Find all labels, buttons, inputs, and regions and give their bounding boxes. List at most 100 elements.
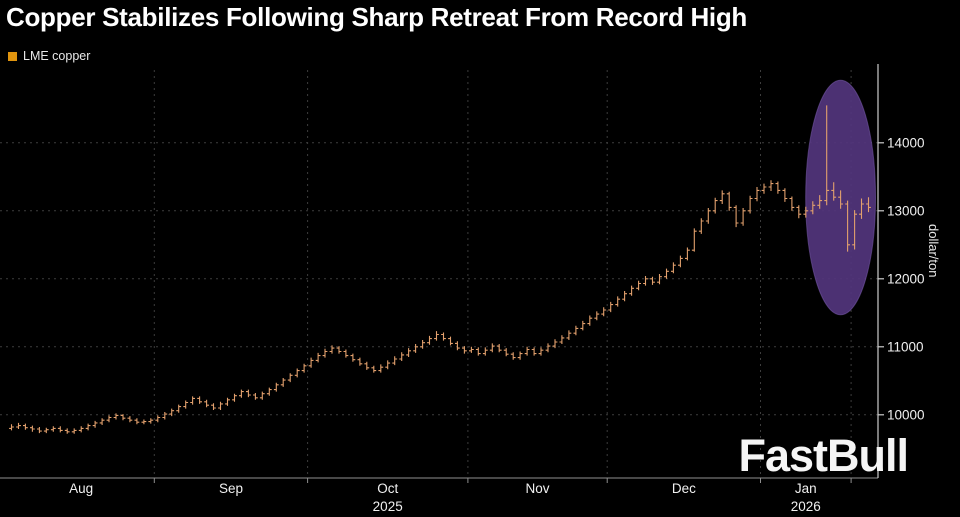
ohlc-bar — [85, 423, 91, 431]
ohlc-bar — [754, 187, 760, 202]
ohlc-bar — [594, 311, 600, 321]
ohlc-bar — [545, 343, 551, 353]
ohlc-bar — [831, 182, 837, 201]
ohlc-bar — [134, 418, 140, 425]
ohlc-bar — [455, 341, 460, 351]
ohlc-bar — [190, 396, 195, 405]
ohlc-bar — [120, 414, 126, 421]
ohlc-bar — [23, 423, 28, 430]
ohlc-bar — [608, 301, 614, 313]
ohlc-bar — [566, 330, 572, 340]
ohlc-bar — [580, 320, 586, 331]
ohlc-bar — [538, 347, 544, 356]
ohlc-bar — [357, 357, 363, 366]
ohlc-bar — [636, 280, 641, 291]
ohlc-bar — [71, 428, 77, 434]
ohlc-bar — [406, 348, 411, 357]
ohlc-bar — [162, 412, 168, 420]
y-tick-label: 13000 — [887, 203, 925, 218]
x-tick-label: Jan — [795, 481, 817, 496]
ohlc-bar — [503, 348, 509, 357]
ohlc-bar — [482, 347, 488, 356]
ohlc-bar — [50, 426, 56, 432]
ohlc-bar — [273, 382, 279, 392]
ohlc-bar — [726, 191, 732, 211]
ohlc-bar — [747, 195, 753, 214]
ohlc-bar — [838, 190, 843, 209]
ohlc-bar — [329, 345, 335, 354]
ohlc-bar — [294, 368, 300, 378]
ohlc-bar — [852, 210, 857, 250]
ohlc-bar — [733, 205, 739, 228]
ohlc-bar — [9, 424, 14, 431]
legend-label: LME copper — [23, 49, 91, 63]
ohlc-bar — [643, 276, 648, 286]
ohlc-bar — [705, 208, 711, 224]
ohlc-bar — [225, 397, 230, 406]
ohlc-bar — [113, 413, 119, 420]
fastbull-watermark: FastBull — [738, 430, 909, 481]
ohlc-bar — [803, 206, 809, 218]
ohlc-bar — [768, 180, 774, 191]
ohlc-bar — [441, 332, 446, 341]
ohlc-bar — [552, 339, 558, 349]
ohlc-bar — [218, 401, 223, 410]
ohlc-bar — [782, 188, 788, 202]
ohlc-bar — [280, 378, 286, 387]
ohlc-bar — [796, 205, 802, 219]
ohlc-bar — [789, 196, 795, 211]
ohlc-bar — [671, 262, 676, 274]
legend-swatch — [8, 51, 17, 61]
ohlc-bar — [141, 419, 147, 425]
ohlc-bar — [859, 198, 864, 219]
ohlc-bar — [587, 315, 593, 326]
ohlc-bar — [127, 416, 133, 423]
ohlc-bar — [266, 387, 272, 396]
legend: LME copper — [8, 49, 90, 63]
ohlc-bar — [615, 296, 621, 307]
ohlc-bar — [678, 255, 683, 268]
ohlc-bar — [657, 274, 662, 285]
ohlc-bar — [698, 218, 704, 234]
ohlc-bar — [197, 396, 202, 404]
ohlc-bar — [817, 195, 823, 209]
ohlc-bar — [420, 340, 425, 349]
ohlc-bar — [629, 285, 634, 296]
ohlc-bar — [685, 247, 690, 261]
ohlc-bar — [469, 346, 474, 353]
ohlc-bar — [399, 352, 405, 361]
year-label: 2026 — [791, 499, 821, 514]
ohlc-bar — [232, 393, 237, 402]
ohlc-bar — [350, 353, 356, 362]
ohlc-bar — [37, 427, 42, 434]
ohlc-bar — [650, 276, 655, 285]
ohlc-bar — [43, 427, 49, 434]
ohlc-bar — [573, 325, 579, 336]
ohlc-bar — [64, 428, 70, 434]
ohlc-bar — [413, 344, 418, 353]
ohlc-bar — [364, 361, 370, 370]
ohlc-bar — [308, 357, 314, 368]
ohlc-bar — [239, 389, 244, 398]
ohlc-bar — [336, 346, 342, 354]
ohlc-bar — [78, 426, 84, 433]
ohlc-bar — [57, 426, 63, 433]
ohlc-bar — [712, 197, 718, 214]
ohlc-bar — [601, 307, 607, 317]
ohlc-bar — [30, 425, 35, 432]
ohlc-bar — [517, 351, 523, 360]
ohlc-bar — [810, 201, 816, 215]
ohlc-bar — [448, 336, 453, 346]
ohlc-bar — [761, 183, 767, 194]
ohlc-bar — [322, 348, 328, 358]
ohlc-bar — [287, 373, 293, 383]
ohlc-bar — [719, 190, 725, 204]
ohlc-bar — [510, 352, 516, 360]
ohlc-bar — [392, 356, 398, 366]
ohlc-bar — [434, 331, 439, 341]
ohlc-bar — [664, 268, 669, 279]
x-tick-label: Oct — [377, 481, 398, 496]
ohlc-bar — [691, 228, 697, 252]
